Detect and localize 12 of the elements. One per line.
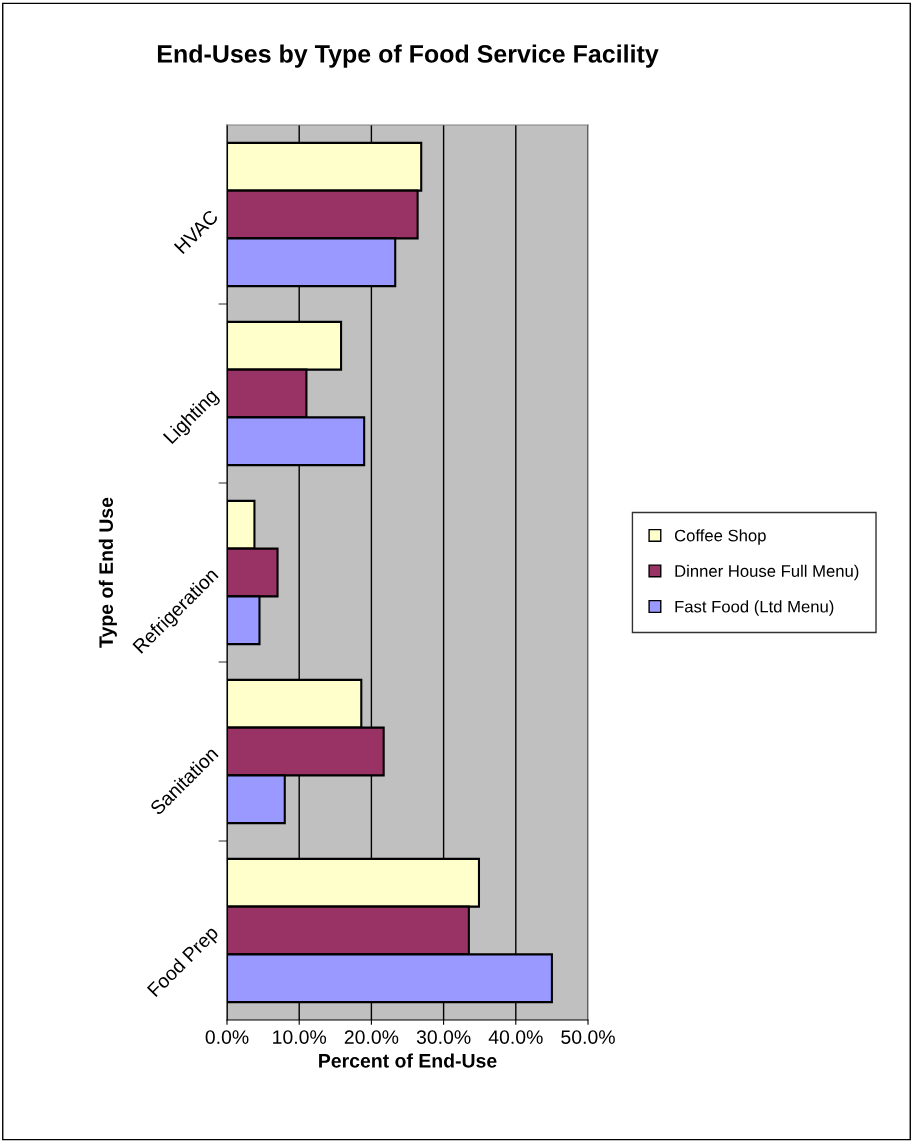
x-tick-label: 40.0% [488,1030,543,1044]
x-axis-title: Percent of End-Use [319,1053,497,1068]
x-tick-label: 10.0% [273,1030,327,1044]
x-tick-label: 30.0% [416,1030,471,1044]
x-tick-label: 20.0% [344,1030,399,1044]
legend-label: Coffee Shop [674,529,766,545]
x-tick-label: 50.0% [561,1030,615,1044]
chart-title: End-Uses by Type of Food Service Facility [157,44,659,68]
legend-label: Fast Food (Ltd Menu) [675,600,834,616]
x-tick-label: 0.0% [205,1030,249,1044]
y-axis-title: Type of End Use [98,497,117,648]
legend-label: Dinner House Full Menu) [675,564,859,581]
